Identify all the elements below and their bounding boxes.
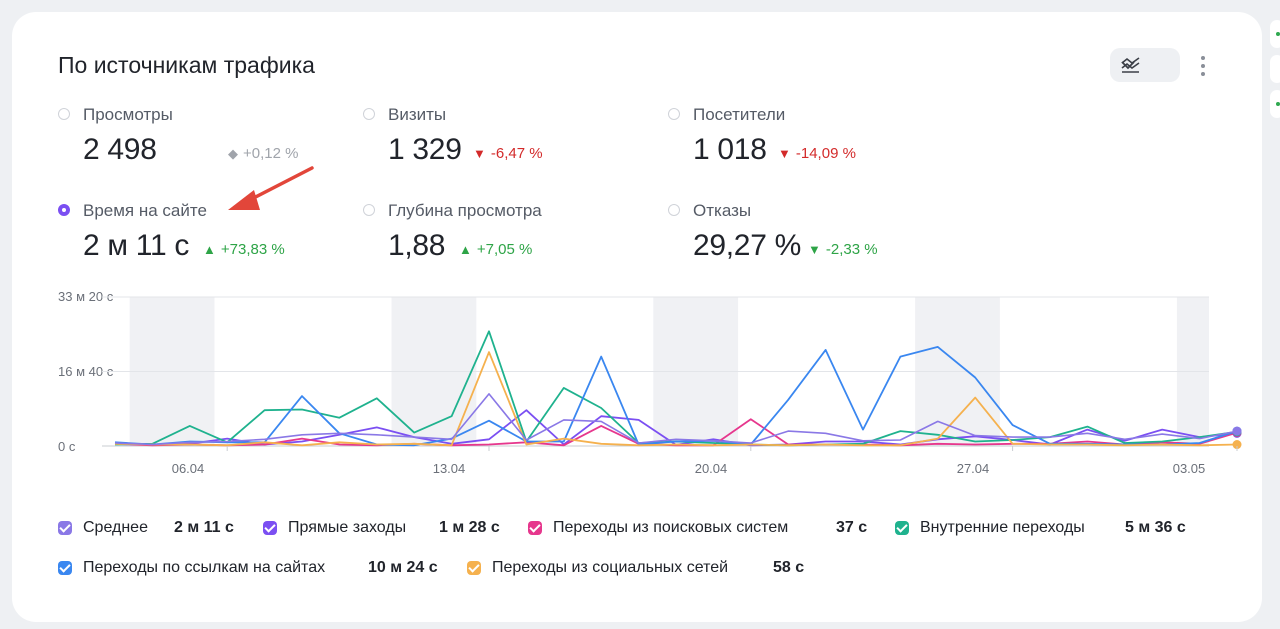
metric-label: Визиты (388, 105, 447, 124)
more-menu-button[interactable] (1192, 52, 1214, 80)
side-card (1270, 55, 1280, 83)
metric-delta: ◆ +0,12 % (228, 145, 299, 162)
triangle-down-icon: ▼ (473, 146, 486, 161)
x-tick-label: 13.04 (432, 461, 466, 476)
y-tick-label: 16 м 40 с (58, 364, 114, 379)
metric-value: 2 м 11 с (83, 229, 190, 262)
legend-item-referral[interactable]: Переходы по ссылкам на сайтах 10 м 24 с (58, 559, 458, 579)
legend-item-internal[interactable]: Внутренние переходы 5 м 36 с (895, 519, 1195, 539)
side-strip (1268, 0, 1280, 629)
triangle-up-icon: ▲ (203, 242, 216, 257)
chevron-down-icon (1121, 61, 1135, 70)
metric-label: Посетители (693, 105, 786, 124)
checkbox[interactable] (467, 561, 481, 575)
series-line (114, 393, 1238, 446)
metric-delta: ▼ -14,09 % (778, 145, 856, 162)
legend-name: Переходы из социальных сетей (492, 559, 729, 576)
chart-type-button[interactable] (1110, 48, 1180, 82)
metric-value: 29,27 % (693, 229, 801, 262)
y-tick-label: 33 м 20 с (58, 289, 114, 304)
legend-item-direct[interactable]: Прямые заходы 1 м 28 с (263, 519, 513, 539)
x-tick-label: 20.04 (694, 461, 728, 476)
side-card (1270, 20, 1280, 48)
series-end-point (1232, 440, 1242, 450)
legend-value: 2 м 11 с (174, 519, 234, 536)
legend-value: 10 м 24 с (368, 559, 438, 576)
metric-label: Отказы (693, 201, 752, 220)
metric-label: Время на сайте (83, 201, 207, 220)
legend-name: Среднее (83, 519, 148, 536)
metric-radio[interactable] (668, 204, 680, 216)
legend-item-social[interactable]: Переходы из социальных сетей 58 с (467, 559, 827, 579)
legend-value: 58 с (773, 559, 805, 576)
side-card (1270, 90, 1280, 118)
metric-time-on-site[interactable]: Время на сайте 2 м 11 с ▲ +73,83 % (58, 201, 338, 281)
checkbox[interactable] (263, 521, 277, 535)
metric-label: Глубина просмотра (388, 201, 542, 220)
traffic-sources-widget (12, 12, 1262, 622)
metric-visitors[interactable]: Посетители 1 018 ▼ -14,09 % (668, 105, 948, 185)
diamond-icon: ◆ (228, 146, 238, 161)
more-vertical-icon (1201, 56, 1205, 60)
legend-value: 5 м 36 с (1125, 519, 1186, 536)
metric-delta: ▼ -6,47 % (473, 145, 543, 162)
metric-depth[interactable]: Глубина просмотра 1,88 ▲ +7,05 % (363, 201, 643, 281)
triangle-down-icon: ▼ (808, 242, 821, 257)
metric-value: 1 329 (388, 133, 462, 166)
metric-radio[interactable] (363, 204, 375, 216)
checkbox[interactable] (58, 521, 72, 535)
metric-value: 1 018 (693, 133, 767, 166)
triangle-down-icon: ▼ (778, 146, 791, 161)
metric-radio[interactable] (363, 108, 375, 120)
series-end-point (1232, 426, 1242, 436)
legend-value: 37 с (836, 519, 868, 536)
metric-value: 2 498 (83, 133, 157, 166)
metric-bounces[interactable]: Отказы 29,27 % ▼ -2,33 % (668, 201, 948, 281)
red-arrow-annotation (228, 166, 314, 210)
checkbox[interactable] (528, 521, 542, 535)
legend-value: 1 м 28 с (439, 519, 500, 536)
legend-name: Прямые заходы (288, 519, 407, 536)
legend-name: Переходы по ссылкам на сайтах (83, 559, 326, 576)
metric-delta: ▼ -2,33 % (808, 241, 878, 258)
series-line (114, 351, 1238, 447)
checkbox[interactable] (895, 521, 909, 535)
metric-radio[interactable] (58, 108, 70, 120)
metric-radio[interactable] (668, 108, 680, 120)
metric-visits[interactable]: Визиты 1 329 ▼ -6,47 % (363, 105, 643, 185)
metric-label: Просмотры (83, 105, 173, 124)
legend-item-search[interactable]: Переходы из поисковых систем 37 с (528, 519, 878, 539)
metric-value: 1,88 (388, 229, 446, 262)
widget-title: По источникам трафика (58, 52, 315, 78)
y-tick-label: 0 с (58, 439, 76, 454)
legend-item-average[interactable]: Среднее 2 м 11 с (58, 519, 248, 539)
legend-name: Переходы из поисковых систем (553, 519, 789, 536)
x-tick-label: 03.05 (1172, 461, 1206, 476)
legend-name: Внутренние переходы (920, 519, 1085, 536)
x-tick-label: 06.04 (171, 461, 205, 476)
triangle-up-icon: ▲ (459, 242, 472, 257)
metric-pageviews[interactable]: Просмотры 2 498 ◆ +0,12 % (58, 105, 338, 185)
metric-radio-selected[interactable] (58, 204, 70, 216)
metric-delta: ▲ +73,83 % (203, 241, 285, 258)
metric-delta: ▲ +7,05 % (459, 241, 533, 258)
checkbox[interactable] (58, 561, 72, 575)
x-tick-label: 27.04 (956, 461, 990, 476)
